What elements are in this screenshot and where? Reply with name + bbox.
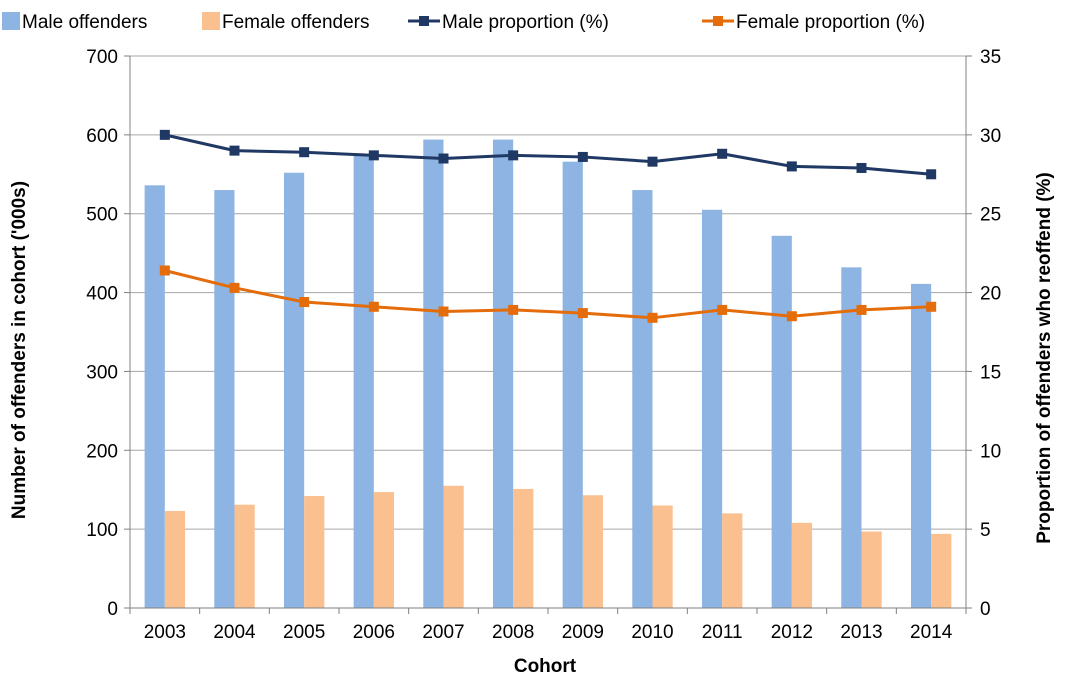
bar-male-offenders (562, 161, 583, 608)
y2-tick-label: 20 (980, 284, 1001, 305)
y-tick-label: 700 (86, 47, 118, 68)
y2-tick-label: 25 (980, 205, 1001, 226)
x-tick-label: 2004 (213, 622, 256, 643)
x-tick-label: 2009 (562, 622, 604, 643)
y2-tick-label: 35 (980, 47, 1001, 68)
y-tick-label: 400 (86, 284, 118, 305)
point-male-proportion (926, 169, 937, 180)
point-male-proportion (299, 147, 310, 158)
x-tick-label: 2012 (771, 622, 813, 643)
bar-male-offenders (353, 154, 374, 609)
y2-tick-label: 15 (980, 362, 1001, 383)
legend-swatch-male-offenders (2, 12, 20, 30)
bar-male-offenders (492, 139, 514, 609)
y-axis-title: Number of offenders in cohort ('000s) (9, 181, 30, 519)
x-tick-label: 2013 (840, 622, 882, 643)
point-female-proportion (368, 301, 379, 312)
point-male-proportion (229, 145, 240, 156)
point-female-proportion (299, 297, 310, 308)
bar-male-offenders (701, 209, 723, 608)
point-female-proportion (786, 311, 797, 322)
point-female-proportion (926, 301, 937, 312)
point-male-proportion (577, 151, 588, 162)
y2-tick-label: 30 (980, 126, 1001, 147)
y-tick-label: 300 (86, 362, 118, 383)
x-tick-label: 2011 (702, 622, 743, 643)
y2-tick-label: 0 (980, 599, 991, 620)
bar-female-offenders (791, 522, 813, 608)
point-female-proportion (577, 308, 588, 319)
bar-female-offenders (443, 485, 464, 608)
gridlines (130, 55, 966, 530)
point-male-proportion (786, 161, 797, 172)
legend-swatch-female-offenders (202, 12, 220, 30)
point-male-proportion (856, 162, 867, 173)
x-tick-label: 2003 (144, 622, 186, 643)
y-tick-label: 0 (107, 599, 118, 620)
bar-female-offenders (861, 531, 882, 608)
bar-male-offenders (910, 283, 932, 608)
point-male-proportion (717, 148, 728, 159)
point-male-proportion (159, 129, 170, 140)
bar-female-offenders (304, 496, 325, 608)
y-tick-label: 100 (86, 520, 118, 541)
bar-male-offenders (283, 172, 305, 609)
x-tick-label: 2005 (283, 622, 325, 643)
point-female-proportion (508, 304, 519, 315)
bar-male-offenders (144, 185, 165, 608)
bar-female-offenders (722, 513, 743, 608)
point-female-proportion (647, 312, 658, 323)
x-tick-label: 2010 (631, 622, 673, 643)
point-female-proportion (229, 282, 240, 293)
bar-female-offenders (931, 533, 952, 608)
bar-female-offenders (582, 495, 604, 608)
point-female-proportion (717, 304, 728, 315)
x-axis-title: Cohort (514, 656, 577, 677)
legend-label-female-offenders: Female offenders (222, 12, 370, 33)
y-tick-label: 200 (86, 441, 118, 462)
legend-label-female-proportion: Female proportion (%) (736, 12, 925, 33)
bar-male-offenders (632, 190, 653, 609)
point-female-proportion (438, 306, 449, 317)
y2-axis-title: Proportion of offenders who reoffend (%) (1034, 172, 1055, 544)
point-male-proportion (647, 156, 658, 167)
line-male-proportion (164, 133, 932, 176)
x-tick-label: 2008 (492, 622, 534, 643)
point-female-proportion (159, 265, 170, 276)
bar-female-offenders (164, 511, 186, 608)
legend-marker-female-proportion (713, 16, 723, 26)
bar-male-offenders (771, 235, 792, 608)
y-tick-label: 600 (86, 126, 118, 147)
point-male-proportion (368, 150, 379, 161)
y2-tick-label: 10 (980, 441, 1001, 462)
bar-male-offenders (423, 139, 444, 609)
legend-label-male-proportion: Male proportion (%) (442, 12, 609, 33)
y2-tick-label: 5 (980, 520, 991, 541)
y-tick-label: 500 (86, 205, 118, 226)
legend-marker-male-proportion (419, 16, 429, 26)
bar-male-offenders (214, 190, 235, 609)
x-tick-label: 2006 (353, 622, 395, 643)
point-male-proportion (508, 150, 519, 161)
x-tick-label: 2007 (422, 622, 464, 643)
bar-female-offenders (373, 492, 395, 608)
x-tick-label: 2014 (910, 622, 953, 643)
bar-female-offenders (513, 488, 534, 608)
bar-male-offenders (841, 267, 862, 608)
point-female-proportion (856, 304, 867, 315)
legend: Male offenders Female offenders Male propo… (2, 12, 925, 33)
bar-female-offenders (234, 504, 255, 608)
point-male-proportion (438, 153, 449, 164)
line-marks (159, 129, 937, 323)
tick-labels: 0 100 200 300 400 500 600 700 0 5 10 15 20 25 30 35 2003… (86, 47, 1001, 643)
axes (124, 55, 972, 614)
line-female-proportion (164, 269, 932, 320)
bar-female-offenders (652, 505, 673, 608)
legend-label-male-offenders: Male offenders (22, 12, 147, 33)
bar-marks (144, 139, 952, 609)
